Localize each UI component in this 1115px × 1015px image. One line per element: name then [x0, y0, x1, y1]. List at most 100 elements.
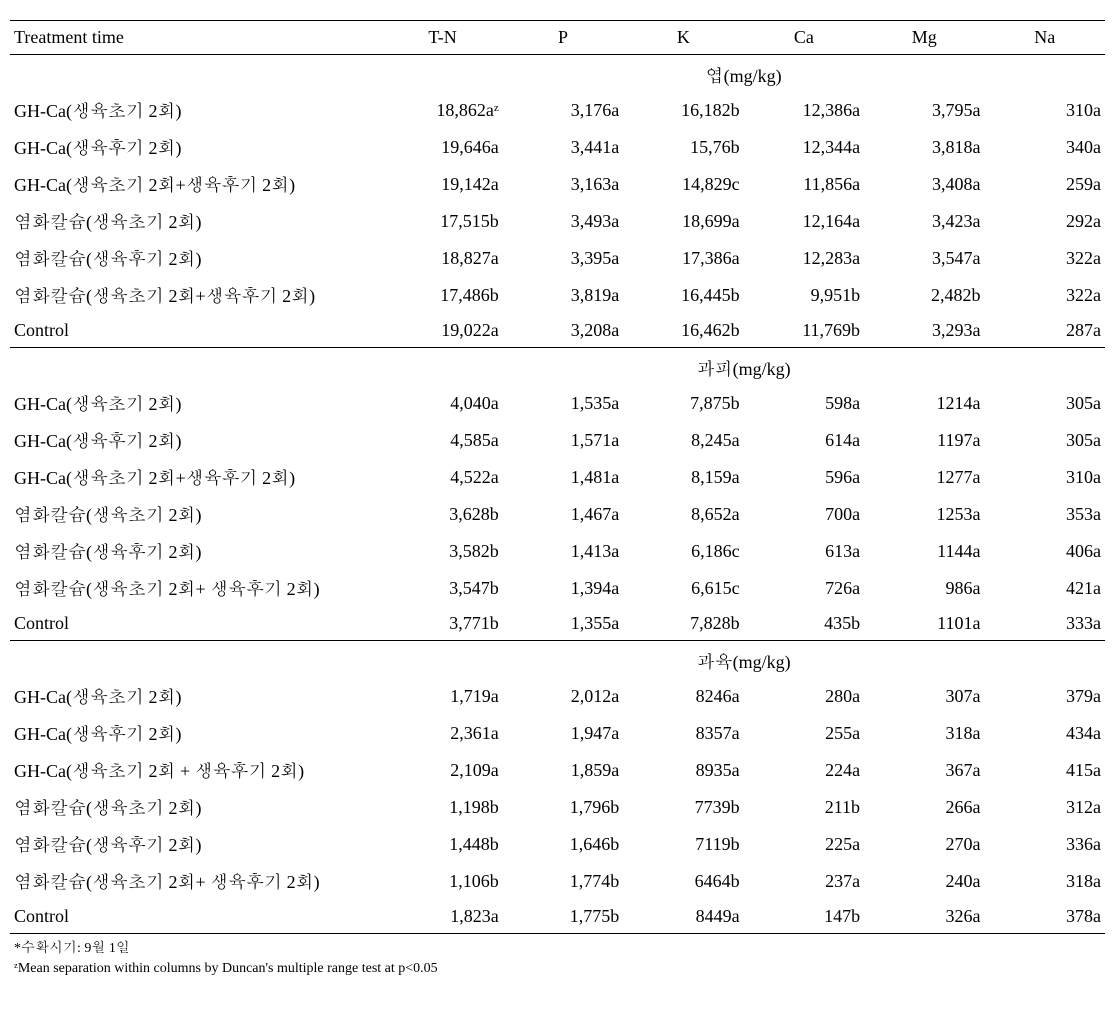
data-cell: 333a	[985, 607, 1106, 641]
data-cell: 1144a	[864, 533, 984, 570]
data-cell: 2,012a	[503, 678, 623, 715]
treatment-cell: GH-Ca(생육초기 2회+생육후기 2회)	[10, 166, 382, 203]
col-ca: Ca	[744, 21, 864, 55]
treatment-cell: Control	[10, 607, 382, 641]
data-cell: 255a	[744, 715, 864, 752]
data-cell: 19,022a	[382, 314, 502, 348]
data-cell: 1,413a	[503, 533, 623, 570]
data-cell: 1,394a	[503, 570, 623, 607]
data-cell: 318a	[985, 863, 1106, 900]
data-cell: 1,823a	[382, 900, 502, 934]
data-cell: 1253a	[864, 496, 984, 533]
data-cell: 305a	[985, 422, 1106, 459]
data-cell: 8935a	[623, 752, 743, 789]
data-cell: 3,395a	[503, 240, 623, 277]
data-cell: 3,818a	[864, 129, 984, 166]
data-cell: 415a	[985, 752, 1106, 789]
table-row: 염화칼슘(생육초기 2회+생육후기 2회)17,486b3,819a16,445…	[10, 277, 1105, 314]
data-cell: 1,947a	[503, 715, 623, 752]
data-table: Treatment time T-N P K Ca Mg Na 엽(mg/kg)…	[10, 20, 1105, 934]
treatment-cell: 염화칼슘(생육후기 2회)	[10, 826, 382, 863]
data-cell: 406a	[985, 533, 1106, 570]
section-label: 과피(mg/kg)	[382, 348, 1105, 386]
data-cell: 986a	[864, 570, 984, 607]
data-cell: 1,571a	[503, 422, 623, 459]
treatment-cell: 염화칼슘(생육초기 2회)	[10, 203, 382, 240]
data-cell: 1,775b	[503, 900, 623, 934]
data-cell: 17,386a	[623, 240, 743, 277]
data-cell: 3,547b	[382, 570, 502, 607]
data-cell: 305a	[985, 385, 1106, 422]
data-cell: 18,862aᶻ	[382, 92, 502, 129]
section-label-spacer	[10, 55, 382, 93]
table-row: GH-Ca(생육초기 2회+생육후기 2회)4,522a1,481a8,159a…	[10, 459, 1105, 496]
data-cell: 3,441a	[503, 129, 623, 166]
data-cell: 367a	[864, 752, 984, 789]
treatment-cell: GH-Ca(생육후기 2회)	[10, 422, 382, 459]
section-label-row: 과피(mg/kg)	[10, 348, 1105, 386]
col-na: Na	[985, 21, 1106, 55]
data-cell: 421a	[985, 570, 1106, 607]
data-cell: 322a	[985, 240, 1106, 277]
data-cell: 4,040a	[382, 385, 502, 422]
data-cell: 12,164a	[744, 203, 864, 240]
table-row: 염화칼슘(생육후기 2회)1,448b1,646b7119b225a270a33…	[10, 826, 1105, 863]
table-row: 염화칼슘(생육초기 2회)3,628b1,467a8,652a700a1253a…	[10, 496, 1105, 533]
data-cell: 4,585a	[382, 422, 502, 459]
treatment-cell: GH-Ca(생육초기 2회)	[10, 92, 382, 129]
data-cell: 8449a	[623, 900, 743, 934]
data-cell: 225a	[744, 826, 864, 863]
data-cell: 12,386a	[744, 92, 864, 129]
data-cell: 1,774b	[503, 863, 623, 900]
header-row: Treatment time T-N P K Ca Mg Na	[10, 21, 1105, 55]
data-cell: 3,771b	[382, 607, 502, 641]
table-row: Control3,771b1,355a7,828b435b1101a333a	[10, 607, 1105, 641]
treatment-cell: GH-Ca(생육초기 2회)	[10, 678, 382, 715]
data-cell: 19,646a	[382, 129, 502, 166]
data-cell: 224a	[744, 752, 864, 789]
data-cell: 1,467a	[503, 496, 623, 533]
table-row: GH-Ca(생육초기 2회)18,862aᶻ3,176a16,182b12,38…	[10, 92, 1105, 129]
table-row: 염화칼슘(생육초기 2회+ 생육후기 2회)1,106b1,774b6464b2…	[10, 863, 1105, 900]
data-cell: 211b	[744, 789, 864, 826]
data-cell: 2,482b	[864, 277, 984, 314]
treatment-cell: 염화칼슘(생육초기 2회)	[10, 496, 382, 533]
data-cell: 240a	[864, 863, 984, 900]
table-row: GH-Ca(생육초기 2회)4,040a1,535a7,875b598a1214…	[10, 385, 1105, 422]
data-cell: 310a	[985, 459, 1106, 496]
data-cell: 8,652a	[623, 496, 743, 533]
data-cell: 270a	[864, 826, 984, 863]
data-cell: 3,582b	[382, 533, 502, 570]
treatment-cell: GH-Ca(생육초기 2회 + 생육후기 2회)	[10, 752, 382, 789]
treatment-cell: GH-Ca(생육후기 2회)	[10, 715, 382, 752]
data-cell: 18,699a	[623, 203, 743, 240]
table-row: 염화칼슘(생육후기 2회)3,582b1,413a6,186c613a1144a…	[10, 533, 1105, 570]
data-cell: 1214a	[864, 385, 984, 422]
data-cell: 6,186c	[623, 533, 743, 570]
section-label-spacer	[10, 348, 382, 386]
data-cell: 17,486b	[382, 277, 502, 314]
col-p: P	[503, 21, 623, 55]
data-cell: 353a	[985, 496, 1106, 533]
data-cell: 19,142a	[382, 166, 502, 203]
section-label-row: 과육(mg/kg)	[10, 641, 1105, 679]
treatment-cell: Control	[10, 314, 382, 348]
data-cell: 1,535a	[503, 385, 623, 422]
treatment-cell: 염화칼슘(생육초기 2회)	[10, 789, 382, 826]
data-cell: 614a	[744, 422, 864, 459]
table-row: 염화칼슘(생육초기 2회)17,515b3,493a18,699a12,164a…	[10, 203, 1105, 240]
data-cell: 147b	[744, 900, 864, 934]
data-cell: 3,493a	[503, 203, 623, 240]
section-label-row: 엽(mg/kg)	[10, 55, 1105, 93]
data-cell: 266a	[864, 789, 984, 826]
data-cell: 1,106b	[382, 863, 502, 900]
data-cell: 8,159a	[623, 459, 743, 496]
data-cell: 3,208a	[503, 314, 623, 348]
data-cell: 1,646b	[503, 826, 623, 863]
treatment-cell: 염화칼슘(생육초기 2회+ 생육후기 2회)	[10, 570, 382, 607]
data-cell: 434a	[985, 715, 1106, 752]
data-cell: 11,769b	[744, 314, 864, 348]
data-cell: 3,628b	[382, 496, 502, 533]
treatment-cell: 염화칼슘(생육초기 2회+생육후기 2회)	[10, 277, 382, 314]
data-cell: 259a	[985, 166, 1106, 203]
